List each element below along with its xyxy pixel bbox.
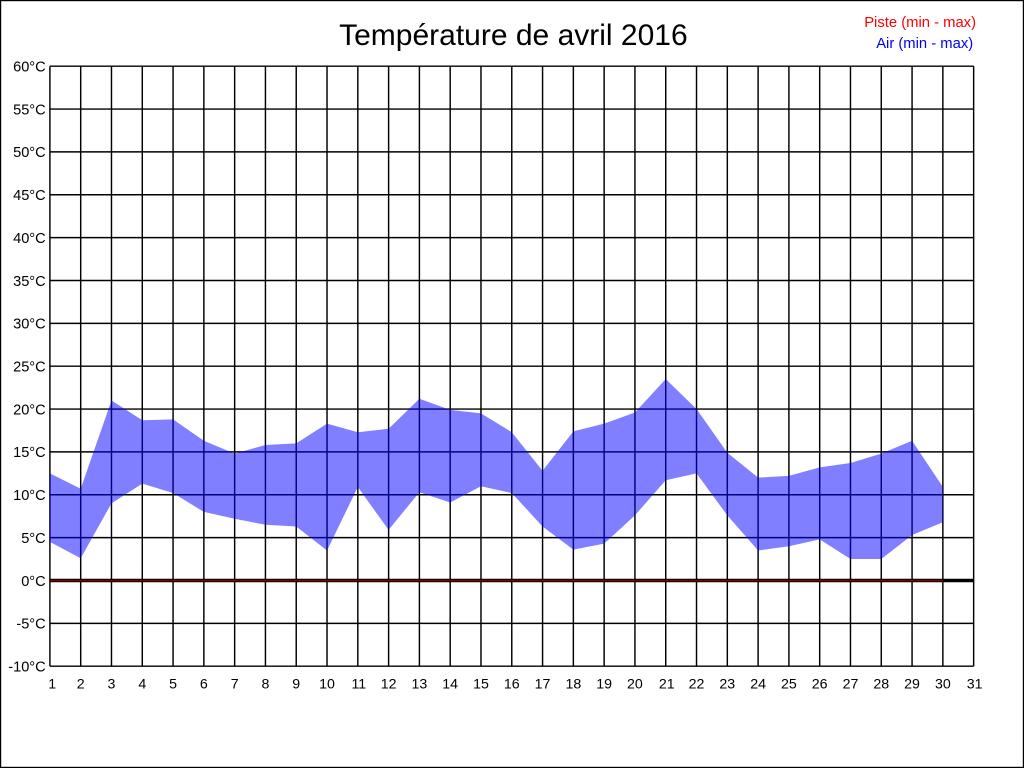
- svg-text:50°C: 50°C: [13, 145, 46, 161]
- svg-text:30: 30: [935, 677, 951, 693]
- svg-text:12: 12: [381, 677, 397, 693]
- svg-text:21: 21: [659, 677, 675, 693]
- svg-text:13: 13: [412, 677, 428, 693]
- svg-text:5: 5: [169, 677, 177, 693]
- svg-text:24: 24: [750, 677, 766, 693]
- svg-text:28: 28: [873, 677, 889, 693]
- svg-text:25°C: 25°C: [13, 360, 46, 376]
- svg-text:29: 29: [904, 677, 920, 693]
- svg-text:11: 11: [351, 677, 366, 693]
- svg-text:15: 15: [473, 677, 489, 693]
- svg-text:19: 19: [596, 677, 612, 693]
- svg-text:3: 3: [108, 677, 116, 693]
- svg-text:10: 10: [319, 677, 335, 693]
- svg-text:0°C: 0°C: [21, 574, 46, 590]
- svg-text:-5°C: -5°C: [16, 617, 45, 633]
- svg-text:18: 18: [565, 677, 581, 693]
- svg-text:60°C: 60°C: [13, 60, 46, 76]
- svg-text:22: 22: [689, 677, 705, 693]
- svg-text:16: 16: [504, 677, 520, 693]
- svg-text:Température de avril 2016: Température de avril 2016: [339, 19, 688, 52]
- svg-text:10°C: 10°C: [13, 488, 46, 504]
- svg-text:20°C: 20°C: [13, 402, 46, 418]
- svg-text:15°C: 15°C: [13, 445, 46, 461]
- svg-text:20: 20: [627, 677, 643, 693]
- svg-text:Air (min - max): Air (min - max): [876, 36, 973, 52]
- svg-text:23: 23: [719, 677, 735, 693]
- svg-text:Piste (min - max): Piste (min - max): [864, 15, 976, 31]
- svg-text:7: 7: [231, 677, 239, 693]
- svg-text:14: 14: [442, 677, 458, 693]
- svg-text:2: 2: [77, 677, 85, 693]
- svg-text:27: 27: [843, 677, 859, 693]
- svg-text:26: 26: [812, 677, 828, 693]
- svg-text:30°C: 30°C: [13, 317, 46, 333]
- svg-text:17: 17: [535, 677, 551, 693]
- svg-text:31: 31: [967, 677, 983, 693]
- svg-text:55°C: 55°C: [13, 102, 46, 118]
- svg-text:25: 25: [781, 677, 797, 693]
- svg-text:5°C: 5°C: [21, 531, 46, 547]
- svg-text:35°C: 35°C: [13, 274, 46, 290]
- svg-text:-10°C: -10°C: [8, 660, 45, 676]
- svg-text:9: 9: [292, 677, 300, 693]
- svg-text:8: 8: [261, 677, 269, 693]
- svg-text:40°C: 40°C: [13, 231, 46, 247]
- svg-text:4: 4: [138, 677, 146, 693]
- svg-text:6: 6: [200, 677, 208, 693]
- svg-text:45°C: 45°C: [13, 188, 46, 204]
- svg-text:1: 1: [48, 677, 56, 693]
